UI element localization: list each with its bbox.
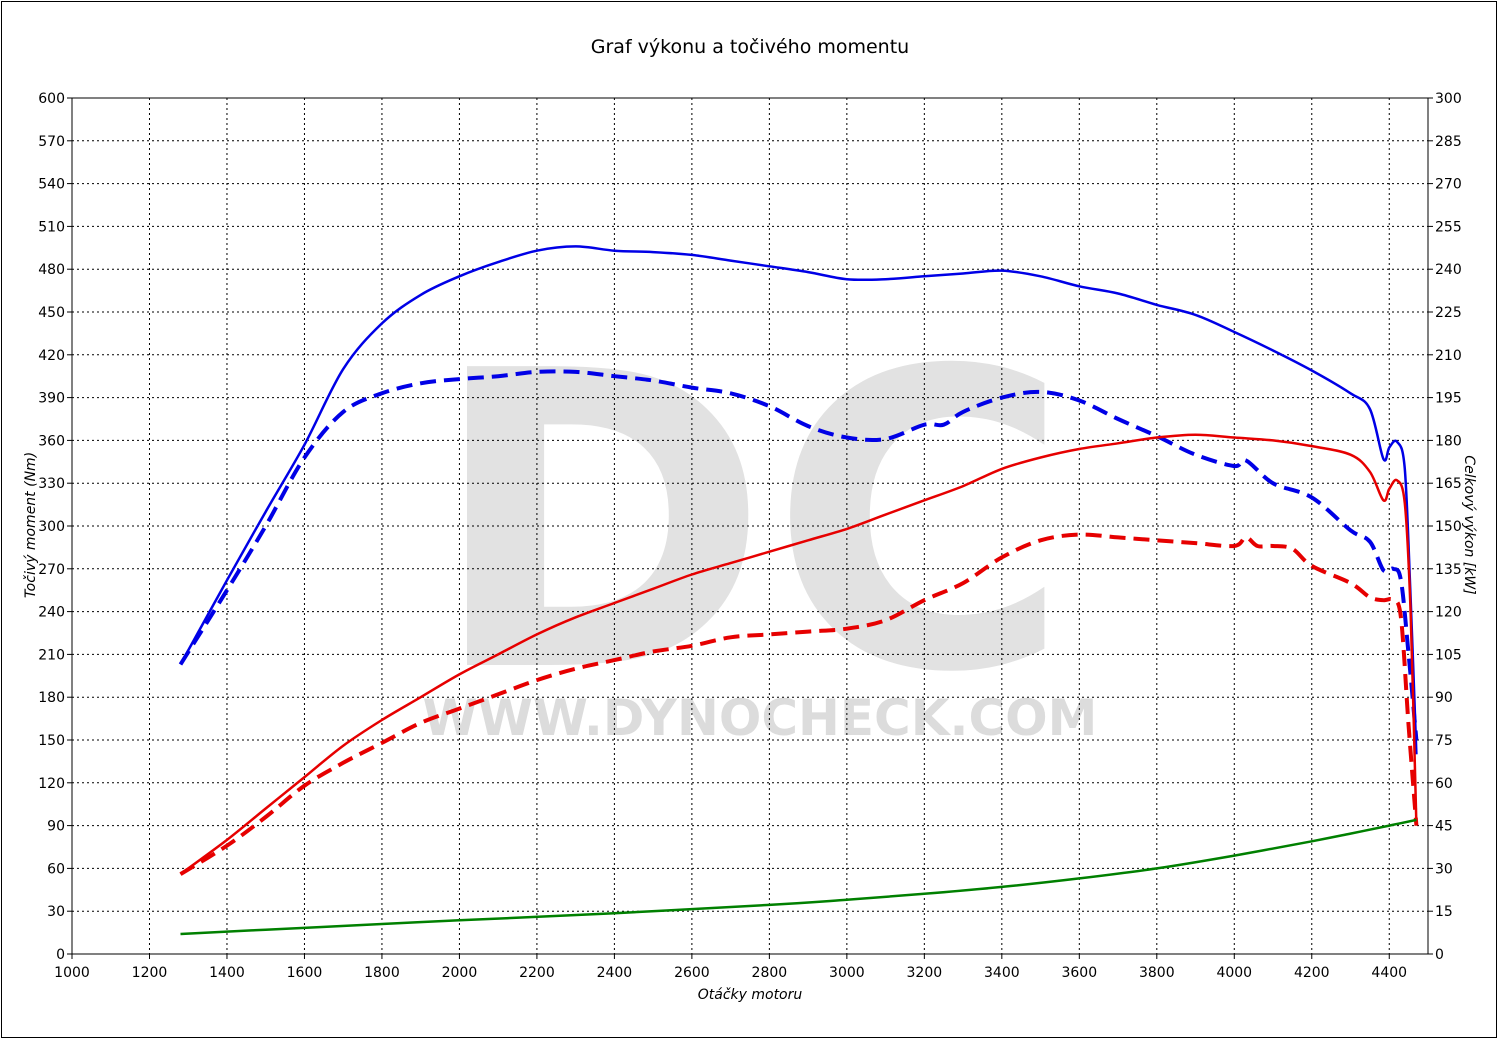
- y-left-tick-label: 90: [47, 819, 65, 835]
- y-right-tick-label: 285: [1435, 134, 1462, 150]
- y-left-tick-label: 60: [47, 861, 65, 877]
- y-right-tick-label: 255: [1435, 219, 1462, 235]
- y-left-tick-label: 510: [38, 219, 65, 235]
- series-power-tuned-line: [179, 433, 1418, 876]
- y-left-tick-label: 330: [38, 476, 65, 492]
- y-right-tick-label: 165: [1435, 476, 1462, 492]
- y-right-tick-label: 15: [1435, 904, 1453, 920]
- watermark-logo: DC: [429, 284, 1070, 762]
- series-loss-power-line: [180, 818, 1417, 936]
- y-right-tick-label: 120: [1435, 605, 1462, 621]
- y-left-tick-label: 600: [38, 91, 65, 107]
- y-right-tick-label: 150: [1435, 519, 1462, 535]
- series-group: [178, 245, 1419, 936]
- y-right-tick-label: 180: [1435, 433, 1462, 449]
- y-left-tick-label: 120: [38, 776, 65, 792]
- series-power-stock-line: [179, 532, 1419, 876]
- y-right-tick-label: 30: [1435, 861, 1453, 877]
- y-left-tick-label: 150: [38, 733, 65, 749]
- x-tick-label: 3000: [829, 965, 865, 981]
- y-left-tick-label: 30: [47, 904, 65, 920]
- y-left-tick-label: 0: [56, 947, 65, 963]
- x-tick-label: 2600: [674, 965, 710, 981]
- y-right-tick-label: 105: [1435, 647, 1462, 663]
- x-tick-label: 1800: [364, 965, 400, 981]
- chart-title: Graf výkonu a točivého momentu: [591, 36, 909, 58]
- y-right-tick-label: 240: [1435, 262, 1462, 278]
- x-tick-label: 2000: [442, 965, 478, 981]
- y-right-tick-label: 90: [1435, 690, 1453, 706]
- y-right-tick-label: 300: [1435, 91, 1462, 107]
- grid: [72, 98, 1428, 954]
- x-tick-label: 3400: [984, 965, 1020, 981]
- x-tick-label: 1000: [54, 965, 90, 981]
- x-tick-label: 1200: [132, 965, 168, 981]
- y-right-tick-label: 135: [1435, 562, 1462, 578]
- x-tick-label: 2800: [752, 965, 788, 981]
- series-torque-stock-line: [178, 369, 1419, 741]
- x-tick-label: 4200: [1294, 965, 1330, 981]
- y-right-tick-label: 270: [1435, 177, 1462, 193]
- y-left-tick-label: 360: [38, 433, 65, 449]
- y-axis-left-label: Točivý moment (Nm): [23, 452, 39, 598]
- tick-labels: 1000 1200 1400 1600 1800 2000 2200 2400 2600 2800…: [38, 91, 1461, 981]
- y-left-tick-label: 390: [38, 391, 65, 407]
- x-tick-label: 3200: [907, 965, 943, 981]
- x-tick-label: 2400: [597, 965, 633, 981]
- x-axis-label: Otáčky motoru: [698, 987, 803, 1003]
- y-left-tick-label: 300: [38, 519, 65, 535]
- watermark: DC WWW.DYNOCHECK.COM: [423, 284, 1098, 762]
- x-tick-label: 2200: [519, 965, 555, 981]
- x-tick-label: 3800: [1139, 965, 1175, 981]
- y-right-tick-label: 60: [1435, 776, 1453, 792]
- series-torque-tuned-line: [179, 245, 1418, 755]
- x-tick-label: 4400: [1371, 965, 1407, 981]
- y-left-tick-label: 420: [38, 348, 65, 364]
- y-left-tick-label: 180: [38, 690, 65, 706]
- x-tick-label: 4000: [1216, 965, 1252, 981]
- y-right-tick-label: 45: [1435, 819, 1453, 835]
- x-tick-label: 3600: [1061, 965, 1097, 981]
- watermark-url: WWW.DYNOCHECK.COM: [423, 689, 1098, 747]
- y-left-tick-label: 270: [38, 562, 65, 578]
- y-right-tick-label: 75: [1435, 733, 1453, 749]
- y-right-tick-label: 195: [1435, 391, 1462, 407]
- y-axis-right-label: Celkový výkon [kW]: [1461, 455, 1477, 594]
- y-right-tick-label: 210: [1435, 348, 1462, 364]
- y-right-tick-label: 225: [1435, 305, 1462, 321]
- y-left-tick-label: 240: [38, 605, 65, 621]
- y-left-tick-label: 210: [38, 647, 65, 663]
- y-right-tick-label: 0: [1435, 947, 1444, 963]
- x-tick-label: 1400: [209, 965, 245, 981]
- y-left-tick-label: 570: [38, 134, 65, 150]
- x-tick-label: 1600: [287, 965, 323, 981]
- y-left-tick-label: 450: [38, 305, 65, 321]
- y-left-tick-label: 480: [38, 262, 65, 278]
- y-left-tick-label: 540: [38, 177, 65, 193]
